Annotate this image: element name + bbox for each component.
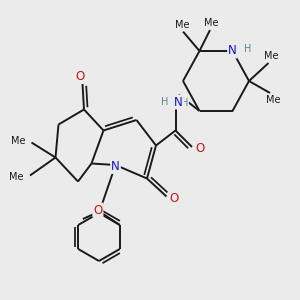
Text: O: O	[169, 191, 178, 205]
Text: N: N	[228, 44, 237, 58]
Text: H: H	[244, 44, 251, 54]
Text: N: N	[111, 160, 120, 173]
Text: O: O	[195, 142, 204, 155]
Text: Me: Me	[9, 172, 24, 182]
Text: Me: Me	[264, 51, 278, 62]
Text: O: O	[75, 70, 84, 83]
Text: Me: Me	[266, 94, 280, 105]
Text: Me: Me	[204, 18, 219, 28]
Text: Me: Me	[11, 136, 25, 146]
Text: H: H	[181, 98, 188, 109]
Text: Me: Me	[175, 20, 190, 31]
Text: H: H	[161, 97, 169, 107]
Text: N: N	[174, 95, 183, 109]
Text: O: O	[93, 203, 103, 217]
